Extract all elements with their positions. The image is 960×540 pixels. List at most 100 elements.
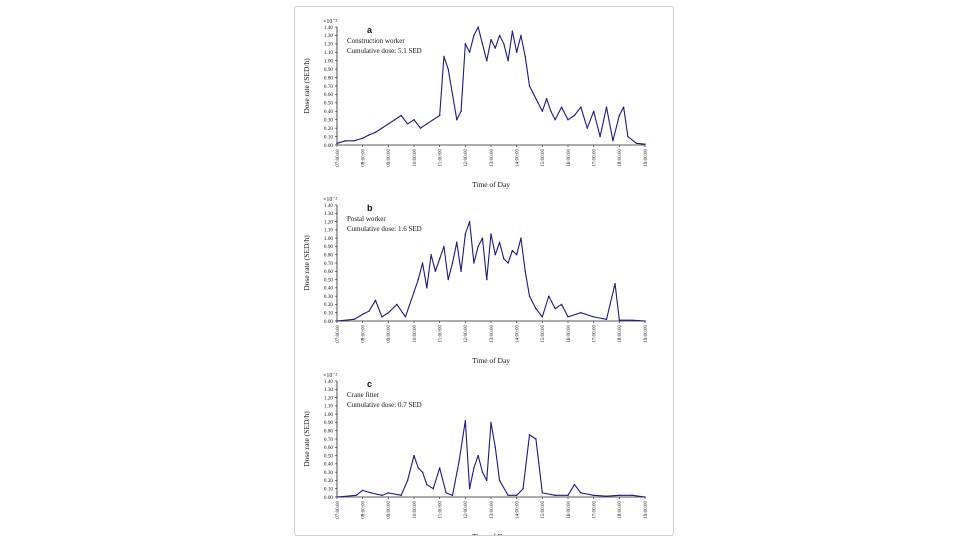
data-point	[481, 237, 484, 239]
data-point	[515, 494, 518, 497]
data-point	[336, 320, 338, 322]
data-point	[370, 492, 372, 494]
y-tick-label: 1.40	[324, 379, 333, 385]
y-tick-label: 0.20	[324, 126, 333, 132]
data-point	[434, 270, 437, 272]
y-tick-label: 1.00	[324, 412, 333, 418]
data-point	[537, 102, 539, 104]
data-point	[614, 283, 616, 285]
annotation-title: Construction worker	[347, 37, 405, 45]
data-point	[481, 471, 484, 473]
chart-panel-c: 0.00 0.10 0.20 0.30 0.40 0.50 0.60 0.70 0.80 0.90…	[302, 373, 649, 540]
data-point	[580, 492, 582, 494]
y-tick-label: 0.30	[324, 118, 333, 124]
y-tick-label: 0.90	[324, 244, 333, 250]
data-point	[451, 93, 454, 96]
data-point	[618, 114, 621, 117]
data-point	[361, 489, 364, 492]
data-point	[528, 295, 531, 297]
data-point	[548, 295, 550, 297]
figure-frame: 0.00 0.10 0.20 0.30 0.40 0.50 0.60 0.70 0.80 0.90…	[294, 6, 674, 540]
y-tick-label: 0.90	[324, 420, 333, 426]
data-point	[353, 140, 355, 142]
x-tick-label: 13:00:00	[490, 149, 495, 167]
y-tick-label: 0.30	[324, 294, 333, 300]
x-tick-label: 15:00:00	[541, 501, 546, 519]
data-point	[592, 110, 595, 112]
data-point	[451, 262, 454, 264]
data-point	[554, 494, 556, 497]
data-point	[494, 446, 496, 448]
data-point	[477, 454, 479, 457]
data-point	[533, 93, 535, 96]
y-tick-label: 0.70	[324, 84, 333, 90]
data-point	[473, 262, 475, 264]
y-tick-label: 1.10	[324, 50, 333, 56]
data-point	[507, 60, 509, 62]
x-axis-label: Time of Day	[472, 532, 510, 535]
x-tick-label: 13:00:00	[490, 325, 495, 343]
data-point	[560, 303, 563, 306]
x-tick-label: 11:00:00	[438, 149, 443, 167]
data-point	[520, 237, 522, 239]
y-tick-label: 1.10	[324, 404, 333, 410]
y-tick-label: 1.20	[324, 219, 333, 225]
x-tick-label: 16:00:00	[567, 149, 572, 167]
data-point	[460, 270, 462, 272]
y-tick-label: 0.40	[324, 462, 333, 468]
data-point	[522, 488, 524, 490]
x-tick-label: 15:00:00	[541, 149, 546, 167]
data-point	[503, 258, 505, 260]
y-tick-label: 0.80	[324, 75, 333, 81]
data-point	[592, 316, 595, 318]
data-point	[477, 26, 479, 28]
x-tick-label: 11:00:00	[438, 325, 443, 343]
y-tick-label: 1.30	[324, 33, 333, 39]
x-tick-label: 12:00:00	[464, 325, 469, 343]
data-point	[464, 420, 467, 422]
data-point	[438, 114, 441, 117]
data-point	[336, 142, 338, 145]
data-point	[524, 55, 526, 58]
data-point	[421, 471, 424, 473]
data-point	[445, 492, 447, 494]
data-point	[406, 479, 409, 482]
data-point	[387, 123, 390, 125]
data-point	[644, 143, 646, 145]
y-tick-label: 0.20	[324, 302, 333, 308]
data-point	[599, 135, 601, 138]
data-point	[515, 254, 518, 256]
data-point	[464, 233, 467, 235]
data-point	[400, 114, 402, 117]
y-axis-exponent: ×10⁻²	[323, 19, 338, 25]
data-point	[498, 34, 501, 37]
y-axis-exponent: ×10⁻²	[323, 373, 338, 379]
y-tick-label: 1.40	[324, 25, 333, 31]
data-point	[344, 140, 347, 142]
x-tick-label: 12:00:00	[464, 149, 469, 167]
x-tick-label: 09:00:00	[387, 501, 392, 519]
y-tick-label: 1.00	[324, 59, 333, 65]
data-point	[413, 291, 415, 293]
y-tick-label: 0.50	[324, 277, 333, 283]
data-point	[394, 119, 396, 121]
x-tick-label: 09:00:00	[387, 325, 392, 343]
data-point	[545, 97, 548, 100]
data-point	[447, 278, 449, 281]
y-tick-label: 0.60	[324, 445, 333, 451]
data-point	[605, 318, 608, 321]
data-point	[438, 467, 441, 469]
data-point	[400, 494, 402, 497]
data-point	[438, 258, 441, 260]
x-tick-label: 16:00:00	[567, 501, 572, 519]
data-point	[443, 55, 445, 58]
data-point	[550, 110, 552, 112]
y-tick-label: 0.00	[324, 143, 333, 149]
data-point	[413, 119, 415, 121]
data-point	[520, 34, 522, 37]
data-point	[473, 467, 475, 469]
y-tick-label: 0.00	[324, 495, 333, 501]
data-point	[567, 494, 569, 497]
data-point	[494, 47, 496, 49]
x-tick-label: 10:00:00	[413, 149, 418, 167]
